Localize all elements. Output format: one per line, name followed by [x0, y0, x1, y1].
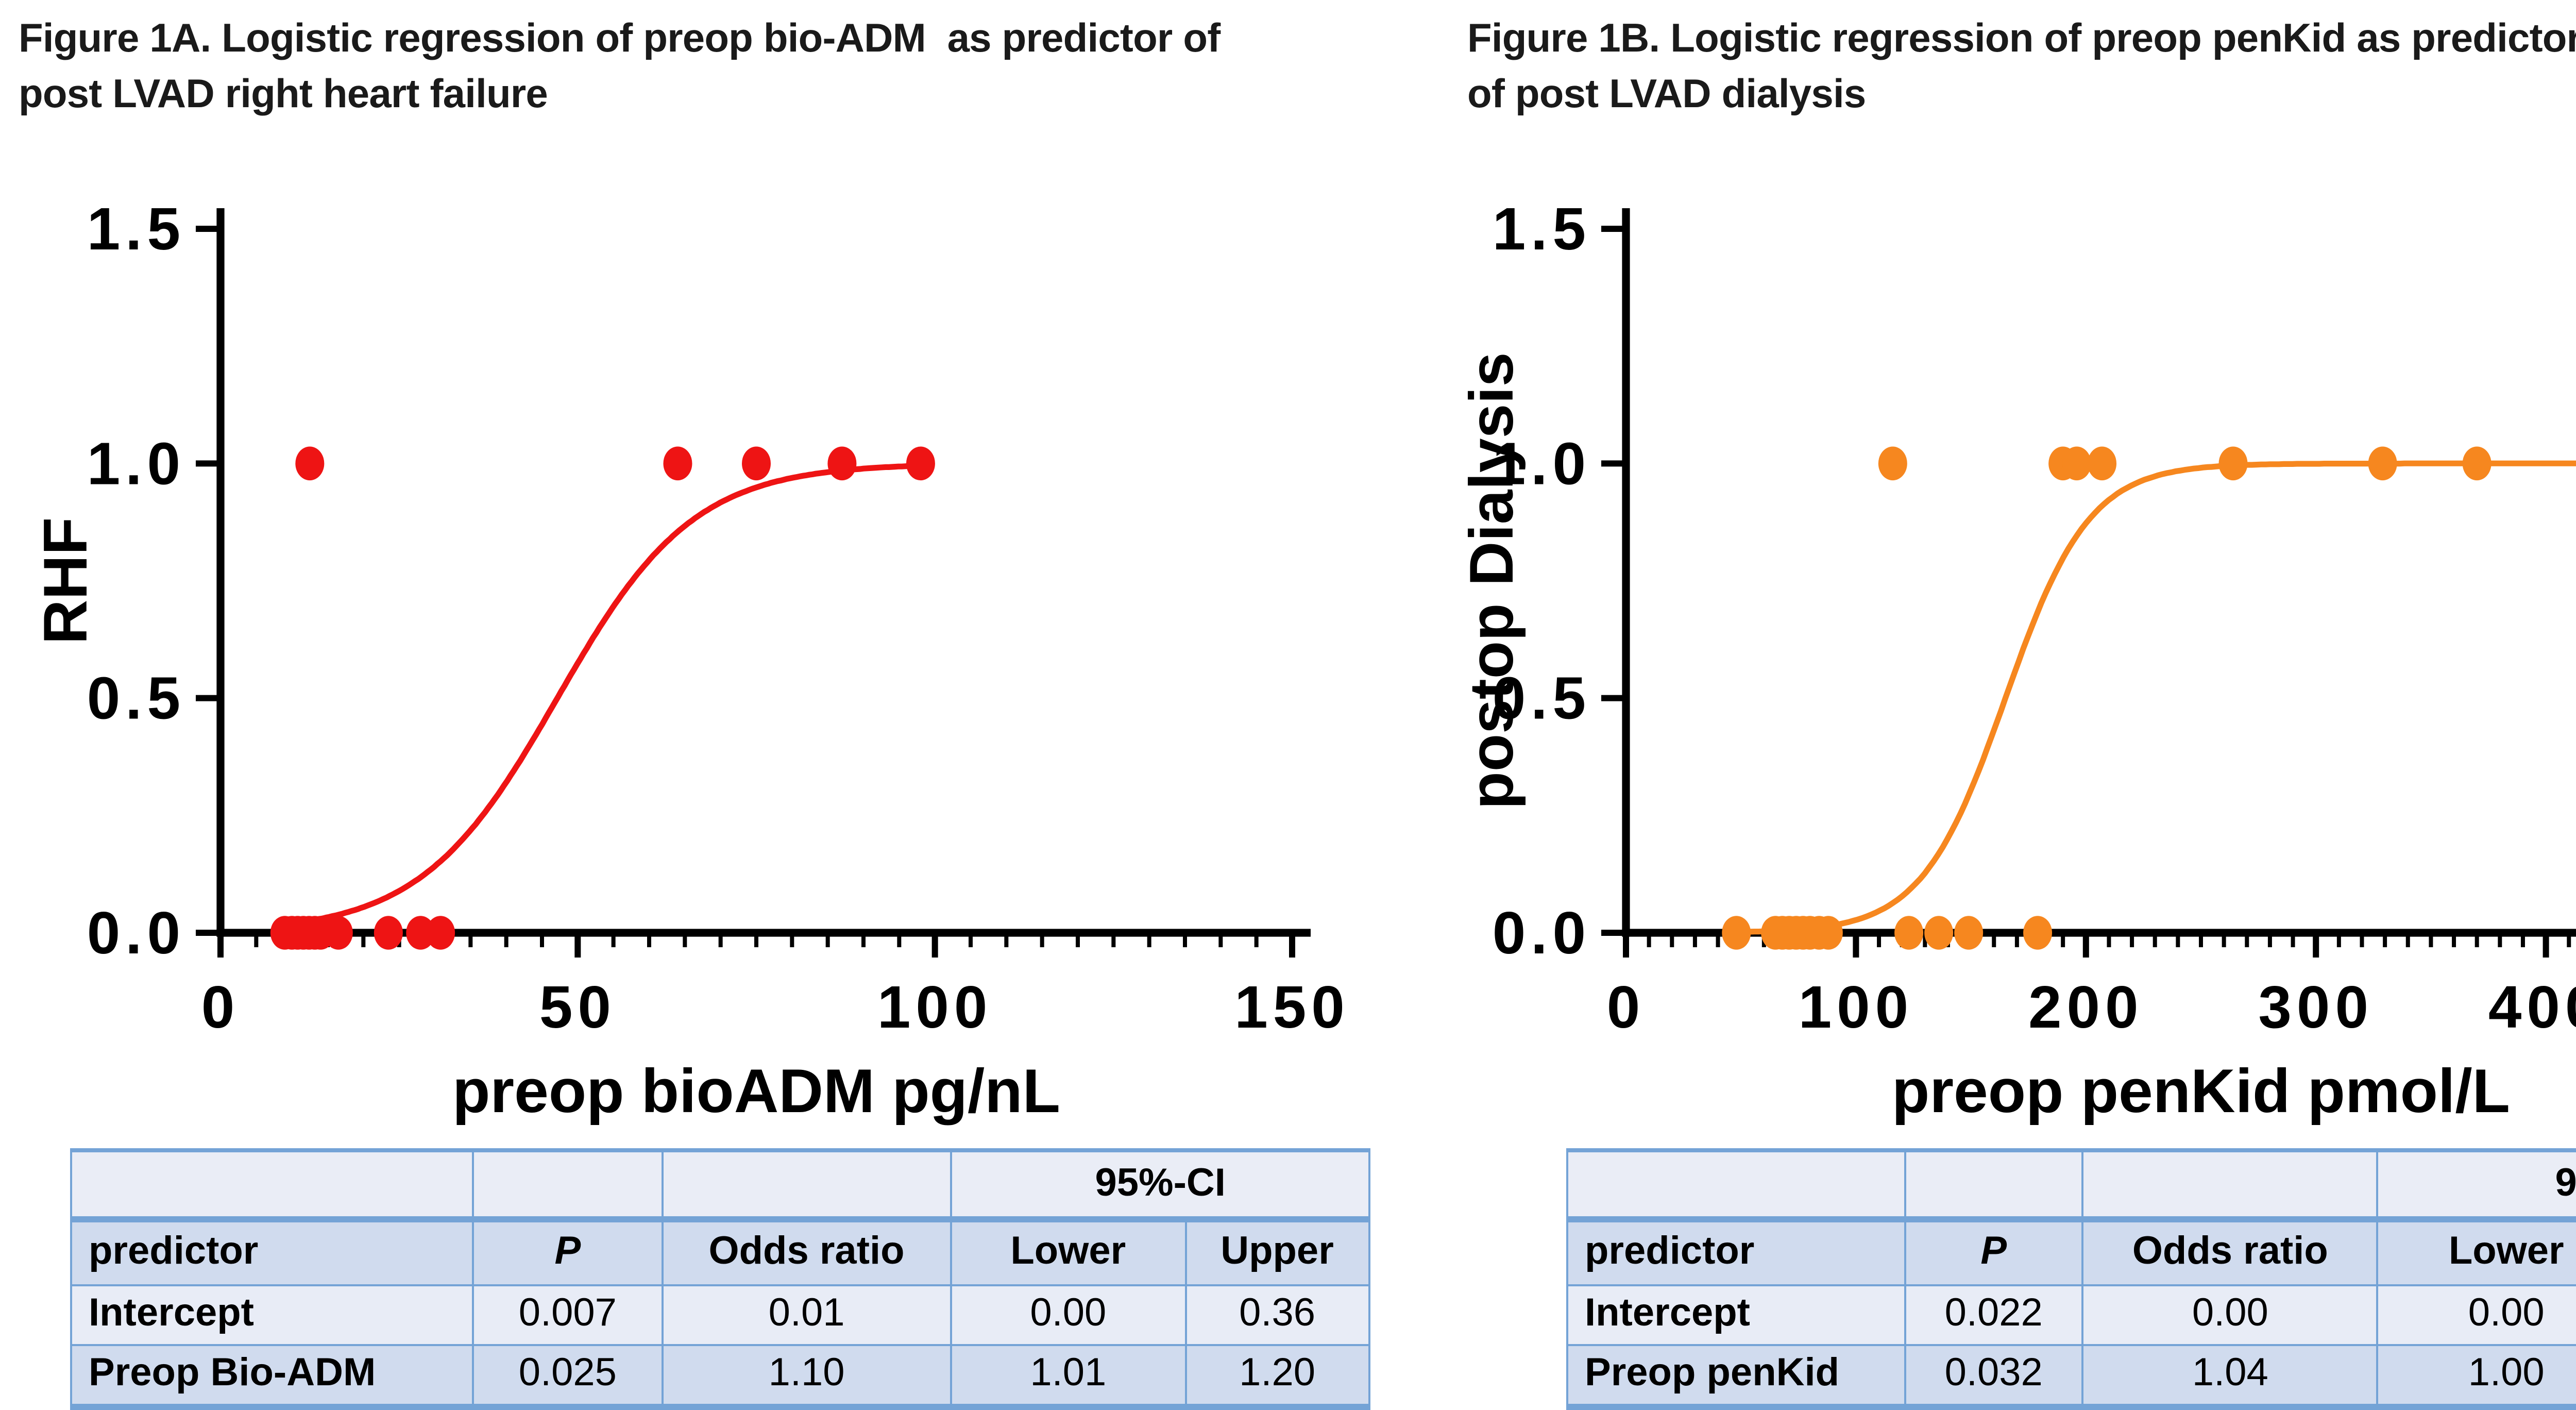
col-header-lower: Lower: [950, 1218, 1187, 1286]
table-row-preop-bioadm: Preop Bio-ADM 0.025 1.10 1.01 1.20: [70, 1344, 1371, 1410]
cell-upper: 0.36: [1184, 1284, 1371, 1346]
cell-p: 0.032: [1903, 1344, 2084, 1410]
stats-table-bioadm: 95%-CI predictor P Odds ratio Lower Uppe…: [70, 1148, 1371, 1410]
table-row-intercept: Intercept 0.022 0.00 0.00 0.09: [1566, 1284, 2576, 1346]
stats-table-penkid: 95%-CI predictor P Odds ratio Lower Uppe…: [1566, 1148, 2576, 1410]
cell-lower: 1.00: [2376, 1344, 2576, 1410]
svg-text:0: 0: [1607, 973, 1646, 1040]
ci-header: 95%-CI: [950, 1148, 1370, 1222]
svg-text:300: 300: [2258, 973, 2374, 1040]
col-header-upper: Upper: [1184, 1218, 1371, 1286]
cell-odds-ratio: 1.04: [2082, 1344, 2379, 1410]
table-row-ci-header: 95%-CI: [1566, 1148, 2576, 1222]
table-row-preop-penkid: Preop penKid 0.032 1.04 1.00 1.09: [1566, 1344, 2576, 1410]
table-row-ci-header: 95%-CI: [70, 1148, 1370, 1222]
svg-text:preop penKid pmol/L: preop penKid pmol/L: [1892, 1056, 2510, 1126]
empty-cell: [660, 1148, 953, 1222]
col-header-p: P: [1903, 1218, 2084, 1286]
empty-cell: [472, 1148, 663, 1222]
svg-text:0.5: 0.5: [87, 665, 185, 732]
svg-text:1.0: 1.0: [1493, 430, 1591, 497]
svg-text:400: 400: [2488, 973, 2576, 1040]
col-header-p: P: [472, 1218, 663, 1286]
svg-text:200: 200: [2028, 973, 2144, 1040]
col-header-predictor: predictor: [1566, 1218, 1906, 1286]
svg-text:100: 100: [1799, 973, 1914, 1040]
cell-lower: 0.00: [950, 1284, 1187, 1346]
empty-cell: [1566, 1148, 1906, 1222]
cell-odds-ratio: 0.01: [660, 1284, 953, 1346]
row-label: Intercept: [1566, 1284, 1906, 1346]
svg-text:1.5: 1.5: [1493, 195, 1591, 262]
ci-header: 95%-CI: [2376, 1148, 2576, 1222]
figure-1a-title-line2: post LVAD right heart failure: [19, 72, 548, 118]
figure-1a-title-line1: Figure 1A. Logistic regression of preop …: [19, 16, 1221, 62]
svg-text:RHF: RHF: [31, 517, 100, 645]
row-label: Intercept: [70, 1284, 475, 1346]
cell-odds-ratio: 1.10: [660, 1344, 953, 1410]
figure-1a-title: Figure 1A. Logistic regression of preop …: [19, 12, 1221, 124]
cell-upper: 1.20: [1184, 1344, 1371, 1410]
cell-lower: 1.01: [950, 1344, 1187, 1410]
row-label: Preop penKid: [1566, 1344, 1906, 1410]
svg-text:0: 0: [201, 973, 240, 1040]
empty-cell: [70, 1148, 475, 1222]
svg-text:postop Dialysis: postop Dialysis: [1467, 352, 1526, 810]
col-header-odds-ratio: Odds ratio: [660, 1218, 953, 1286]
figure-1b-title-line1: Figure 1B. Logistic regression of preop …: [1467, 16, 2576, 62]
svg-text:50: 50: [539, 973, 616, 1040]
col-header-odds-ratio: Odds ratio: [2082, 1218, 2379, 1286]
figure-1b-title: Figure 1B. Logistic regression of preop …: [1467, 12, 2576, 124]
cell-p: 0.007: [472, 1284, 663, 1346]
svg-text:1.0: 1.0: [87, 430, 185, 497]
row-label: Preop Bio-ADM: [70, 1344, 475, 1410]
figure-1a: Figure 1A. Logistic regression of preop …: [19, 12, 1371, 1410]
figure-1b: Figure 1B. Logistic regression of preop …: [1443, 0, 2576, 1410]
table-header-row: predictor P Odds ratio Lower Upper: [70, 1218, 1371, 1286]
cell-p: 0.022: [1903, 1284, 2084, 1346]
table-header-row: predictor P Odds ratio Lower Upper: [1566, 1218, 2576, 1286]
col-header-predictor: predictor: [70, 1218, 475, 1286]
svg-text:preop bioADM pg/nL: preop bioADM pg/nL: [452, 1056, 1060, 1126]
empty-cell: [2082, 1148, 2379, 1222]
svg-text:1.5: 1.5: [87, 195, 185, 262]
figure-1b-title-line2: of post LVAD dialysis: [1467, 72, 1866, 118]
scatter-plot-bioadm-rhf: 0 50 100 150 0.0 0.5 1.0 1.5 preop bioADM pg/nL R…: [31, 195, 1350, 1126]
svg-text:0.0: 0.0: [1493, 899, 1591, 966]
svg-text:100: 100: [877, 973, 993, 1040]
svg-text:0.0: 0.0: [87, 899, 185, 966]
cell-p: 0.025: [472, 1344, 663, 1410]
empty-cell: [1903, 1148, 2084, 1222]
cell-lower: 0.00: [2376, 1284, 2576, 1346]
svg-text:0.5: 0.5: [1493, 665, 1591, 732]
table-row-intercept: Intercept 0.007 0.01 0.00 0.36: [70, 1284, 1371, 1346]
svg-text:150: 150: [1234, 973, 1350, 1040]
col-header-lower: Lower: [2376, 1218, 2576, 1286]
cell-odds-ratio: 0.00: [2082, 1284, 2379, 1346]
